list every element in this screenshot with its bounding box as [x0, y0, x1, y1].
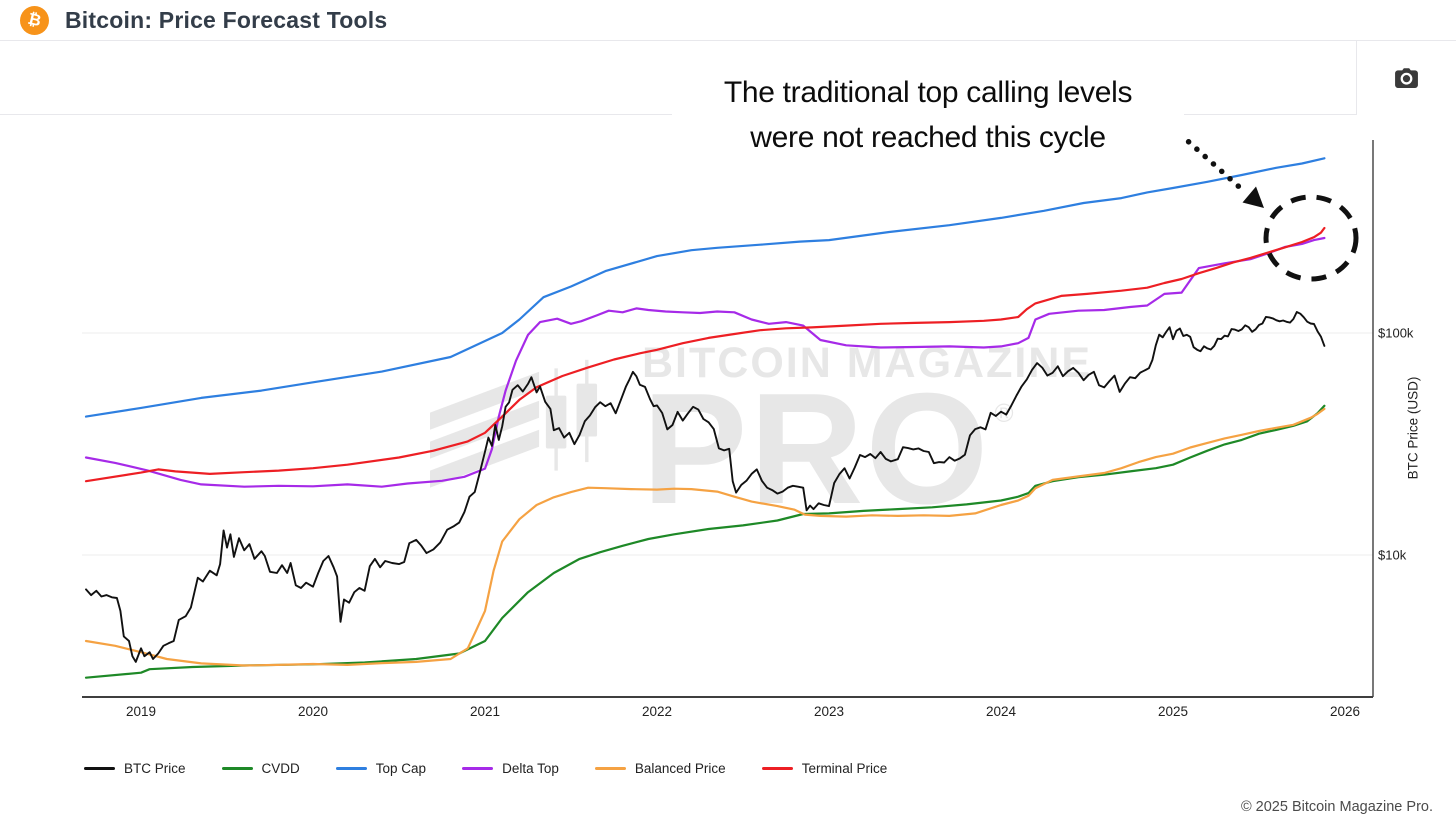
- legend-label: BTC Price: [124, 761, 186, 776]
- series-line-btc-price: [85, 311, 1326, 663]
- x-tick-label: 2025: [1158, 704, 1188, 719]
- copyright: © 2025 Bitcoin Magazine Pro.: [1240, 799, 1433, 815]
- annotation-circle: [1263, 194, 1359, 282]
- series-line-balanced-price: [84, 407, 1326, 667]
- watermark-brand: BITCOIN MAGAZINE: [642, 339, 1093, 387]
- legend-swatch: [761, 767, 793, 770]
- legend-label: CVDD: [261, 761, 300, 776]
- x-tick-label: 2019: [126, 704, 156, 719]
- series-line-cvdd: [84, 404, 1326, 679]
- bitcoin-glyph: ₿: [26, 8, 44, 31]
- x-tick-label: 2024: [986, 704, 1017, 719]
- legend-item-cvdd[interactable]: CVDD: [221, 761, 300, 776]
- legend-label: Balanced Price: [634, 761, 726, 776]
- annotation-arrow-head: [1242, 186, 1264, 208]
- legend-item-btc-price[interactable]: BTC Price: [84, 761, 186, 776]
- legend-swatch: [84, 767, 115, 770]
- legend-swatch: [594, 767, 626, 770]
- series-line-terminal-price: [84, 226, 1326, 483]
- y-tick-label: $100k: [1378, 326, 1414, 341]
- screenshot-button[interactable]: [1356, 41, 1456, 115]
- legend-label: Terminal Price: [801, 761, 888, 776]
- legend-item-balanced-price[interactable]: Balanced Price: [594, 761, 726, 776]
- legend-swatch: [462, 767, 494, 770]
- chart-annotation: The traditional top calling levels were …: [672, 70, 1184, 160]
- legend-item-terminal-price[interactable]: Terminal Price: [761, 761, 888, 776]
- legend-swatch: [221, 767, 253, 770]
- legend-item-delta-top[interactable]: Delta Top: [462, 761, 559, 776]
- x-tick-label: 2026: [1330, 704, 1360, 719]
- legend-label: Delta Top: [502, 761, 559, 776]
- legend-swatch: [335, 767, 367, 770]
- series-line-top-cap: [84, 157, 1326, 418]
- camera-icon: [1395, 68, 1418, 88]
- y-tick-label: $10k: [1378, 548, 1407, 563]
- x-tick-label: 2023: [814, 704, 844, 719]
- x-tick-label: 2021: [470, 704, 500, 719]
- x-tick-label: 2022: [642, 704, 672, 719]
- annotation-line1: The traditional top calling levels: [723, 76, 1133, 109]
- legend-item-top-cap[interactable]: Top Cap: [335, 761, 427, 776]
- legend-label: Top Cap: [375, 761, 427, 776]
- x-tick-label: 2020: [298, 704, 328, 719]
- legend: BTC Price CVDD Top Cap Delta Top Balanced Pr…: [84, 761, 887, 776]
- y-axis-title: BTC Price (USD): [1405, 376, 1421, 480]
- page-title: Bitcoin: Price Forecast Tools: [65, 6, 388, 33]
- series-line-delta-top: [84, 236, 1326, 488]
- annotation-line2: were not reached this cycle: [750, 121, 1106, 154]
- header: ₿ Bitcoin: Price Forecast Tools: [0, 0, 1456, 41]
- bitcoin-logo-icon: ₿: [20, 5, 49, 35]
